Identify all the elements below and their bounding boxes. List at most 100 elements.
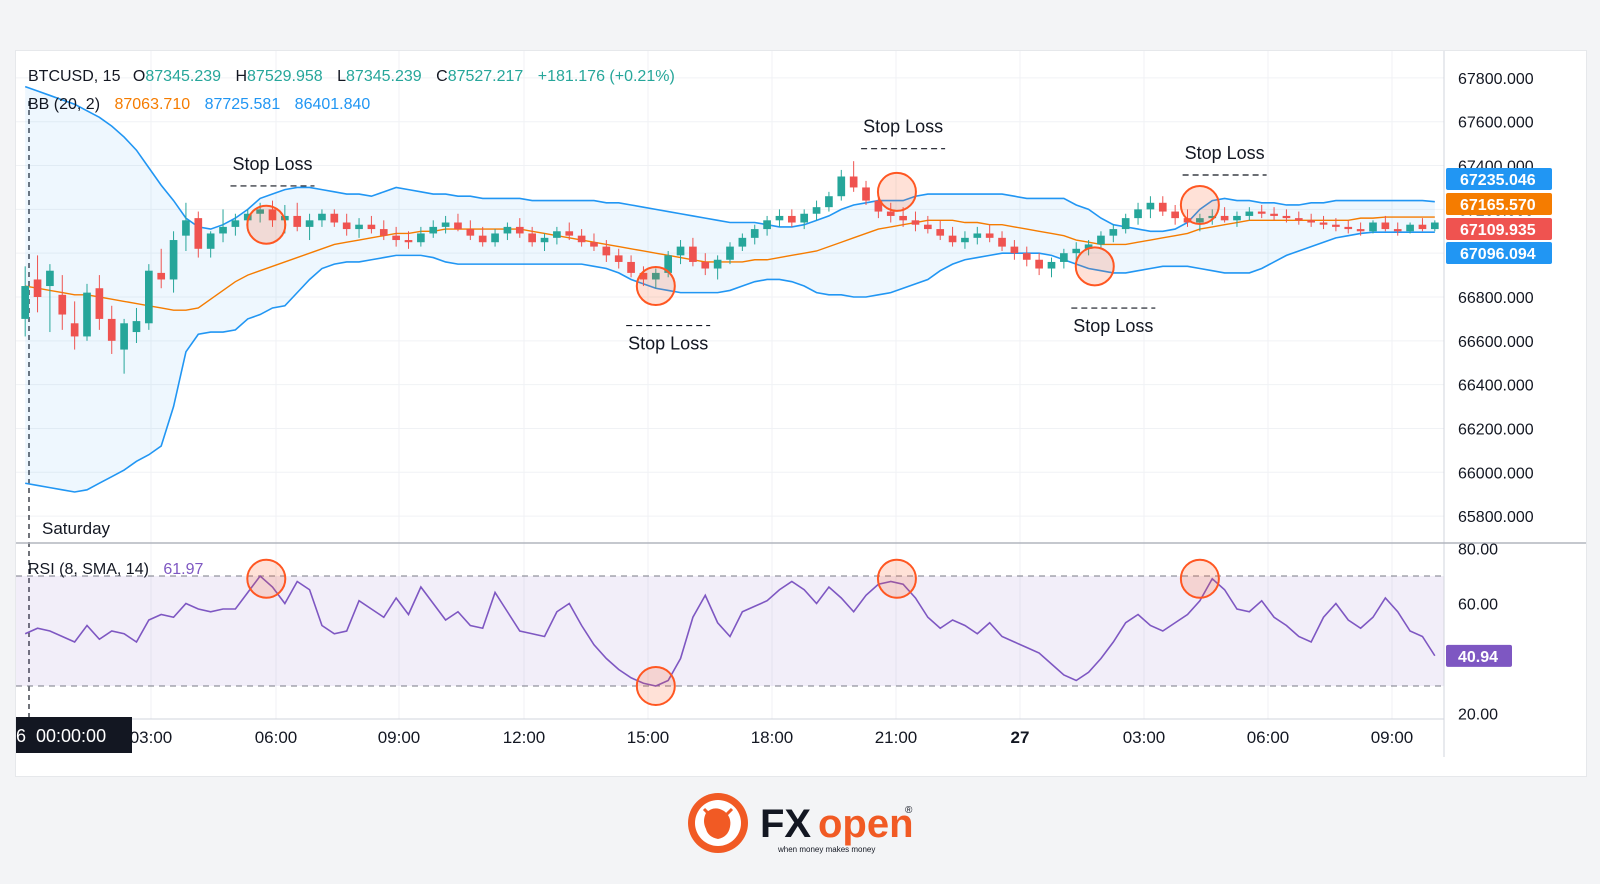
price-badge: [1446, 168, 1552, 190]
candle-body: [318, 213, 326, 221]
candle-body: [849, 176, 858, 188]
stop-loss-label: Stop Loss: [1073, 316, 1153, 336]
time-tick-label: 06:00: [255, 728, 298, 747]
candle-body: [132, 321, 141, 333]
candle-body: [1022, 253, 1031, 260]
candle-body: [1109, 229, 1118, 236]
brand-logo: FX open ® when money makes money: [688, 793, 914, 854]
candle-body: [243, 213, 252, 221]
rsi-band-fill: [16, 576, 1444, 686]
candle-body: [763, 220, 771, 230]
candle-body: [676, 246, 685, 256]
candle-body: [392, 235, 400, 241]
candle-body: [998, 237, 1006, 247]
registered-mark: ®: [905, 805, 913, 816]
candle-body: [293, 215, 302, 227]
candle-body: [565, 231, 574, 236]
candle-body: [664, 255, 673, 273]
candle-body: [1196, 218, 1204, 223]
candle-body: [46, 270, 54, 287]
candle-body: [689, 246, 697, 262]
candle-body: [1072, 248, 1081, 254]
candle-body: [911, 220, 920, 225]
candle-body: [1158, 202, 1167, 212]
candle-body: [429, 226, 438, 234]
candle-body: [120, 323, 128, 350]
rsi-tick-label: 80.00: [1458, 542, 1498, 559]
candle-body: [1146, 202, 1155, 210]
candle-body: [1010, 246, 1019, 254]
candle-body: [886, 211, 895, 216]
time-tick-label: 12:00: [503, 728, 546, 747]
candle-body: [491, 233, 499, 243]
candle-body: [441, 222, 450, 227]
candle-body: [602, 246, 611, 256]
candle-body: [1171, 211, 1179, 219]
rsi-badge: [1446, 644, 1512, 667]
candle-body: [367, 224, 376, 230]
candle-body: [1369, 222, 1377, 232]
candle-body: [182, 220, 190, 236]
candle-body: [466, 229, 475, 236]
candle-body: [1418, 224, 1427, 230]
candle-body: [1134, 209, 1142, 219]
candle-body: [194, 218, 203, 249]
candle-body: [553, 231, 561, 238]
price-tick-label: 66600.000: [1458, 334, 1534, 351]
signal-circle: [1179, 184, 1220, 225]
candle-body: [577, 235, 586, 243]
candle-body: [342, 222, 351, 230]
candle-body: [256, 209, 264, 214]
candle-body: [812, 207, 821, 214]
candle-body: [738, 237, 747, 247]
candle-body: [528, 233, 536, 243]
rsi-legend: RSI (8, SMA, 14) 61.97: [28, 561, 204, 578]
candle-body: [701, 261, 710, 269]
candle-body: [1307, 220, 1315, 223]
candle-body: [1270, 213, 1278, 216]
grid: [16, 51, 1444, 719]
cursor-time-label: 6 00:00:00: [16, 726, 106, 746]
candle-body: [404, 240, 413, 243]
chart-card: Stop Loss Stop Loss Stop Loss Stop Loss Stop…: [15, 50, 1587, 777]
footer: FX open ® when money makes money: [0, 785, 1600, 879]
candle-body: [231, 220, 240, 227]
candle-body: [70, 323, 79, 337]
candle-body: [1097, 235, 1105, 245]
candle-body: [145, 270, 153, 324]
candle-body: [1294, 218, 1303, 221]
candle-body: [1332, 224, 1340, 227]
time-tick-label: 09:00: [1371, 728, 1414, 747]
candle-body: [33, 279, 42, 297]
price-tick-label: 65800.000: [1458, 509, 1534, 526]
rsi-line: [24, 574, 1436, 687]
candle-body: [1356, 229, 1365, 232]
time-tick-label: 09:00: [378, 728, 421, 747]
candle-body: [961, 237, 969, 243]
time-tick-label: 15:00: [627, 728, 670, 747]
candle-body: [651, 272, 660, 280]
candle-body: [169, 240, 178, 280]
price-chart[interactable]: Stop Loss Stop Loss Stop Loss Stop Loss Stop…: [16, 51, 1586, 776]
candle-body: [83, 292, 91, 337]
candle-body: [95, 288, 104, 319]
candle-body: [924, 224, 932, 230]
time-tick-label: 06:00: [1247, 728, 1290, 747]
candle-body: [614, 255, 623, 262]
rsi-tick-label: 20.00: [1458, 707, 1498, 724]
candle-body: [219, 226, 227, 234]
bb-legend: BB (20, 2) 87063.710 87725.581 86401.840: [28, 96, 370, 113]
price-tick-label: 66000.000: [1458, 465, 1534, 482]
candle-body: [1084, 244, 1093, 249]
session-label: Saturday: [42, 519, 111, 538]
candle-body: [157, 272, 166, 280]
candle-body: [775, 215, 784, 221]
signal-circle: [246, 204, 287, 245]
brand-open: open: [818, 802, 914, 846]
signal-circle: [1074, 246, 1115, 287]
candle-body: [973, 233, 982, 238]
candle-body: [268, 209, 277, 221]
candle-body: [1406, 224, 1414, 232]
candle-body: [899, 215, 907, 221]
